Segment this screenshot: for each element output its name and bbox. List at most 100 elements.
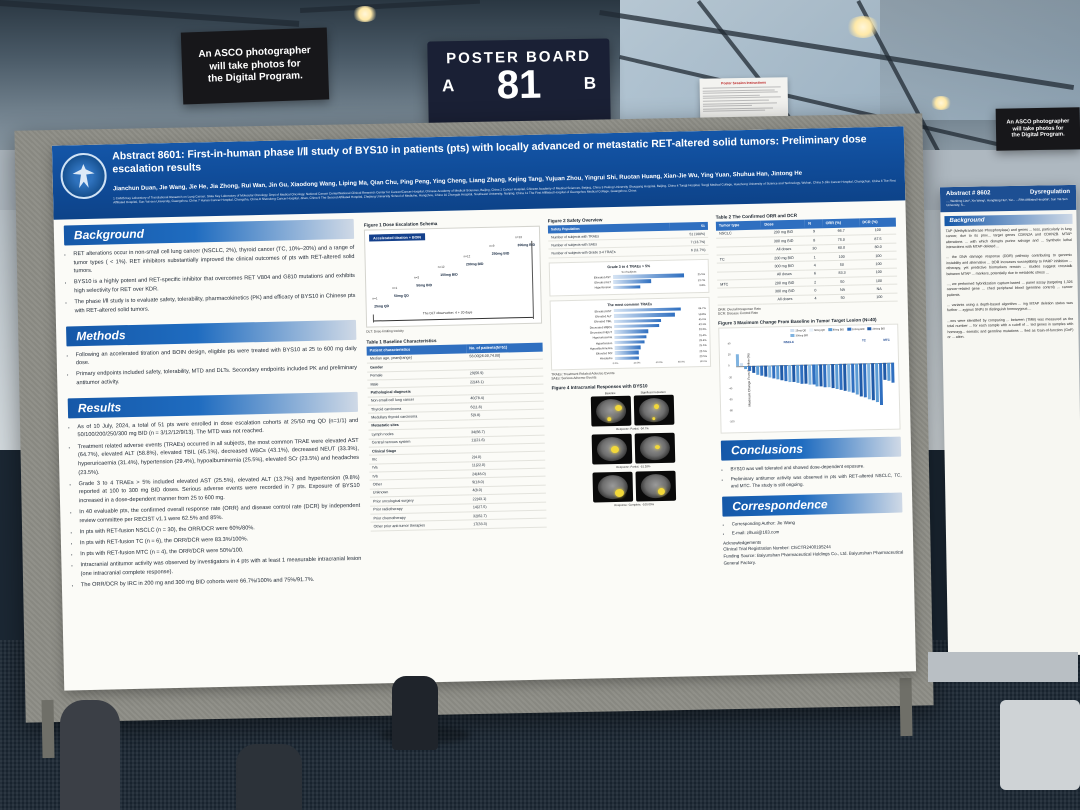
poster-board-leg-right <box>899 678 912 736</box>
person-silhouette <box>236 744 302 810</box>
table2-footnote: ORR: Overall Response Rate DCR: Disease … <box>718 304 898 316</box>
waterfall-bar <box>827 365 831 388</box>
bar-value: 64.7% <box>697 307 706 310</box>
conference-hall-photo: An ASCO photographer will take photos fo… <box>0 0 1080 810</box>
waterfall-bar <box>780 366 783 381</box>
waterfall-bar <box>800 365 803 383</box>
poster-board-number-sign: POSTER BOARD A 81 B <box>427 38 610 125</box>
conclusions-bullet: Preliminary antitumor activity was obser… <box>731 471 902 489</box>
bar <box>614 308 681 313</box>
waterfall-bar <box>772 366 775 379</box>
figure1-step-dose: 250mg BID <box>487 251 513 256</box>
bar <box>614 335 647 339</box>
figure1-step-n: n=12 <box>463 254 470 258</box>
figure4-mri-row <box>553 470 714 504</box>
figure3-group-label: TC <box>862 338 866 342</box>
figure4-patient-block: Response: Complete, -100.00% <box>553 470 714 510</box>
bar-value: 29.4% <box>698 339 707 342</box>
section-heading-methods: Methods <box>66 319 356 346</box>
scientific-poster: Abstract 8601: First-in-human phase Ⅰ/Ⅱ … <box>52 126 916 690</box>
bar-value: 58.8% <box>697 312 706 315</box>
ceiling-light <box>352 6 378 22</box>
legend-entry: 50mg QD <box>809 328 825 332</box>
figure1-step-n: n=9 <box>489 244 494 248</box>
brain-mri-image <box>634 432 675 463</box>
figure1-step-dose: 300mg BID <box>513 243 539 248</box>
bar <box>613 285 641 289</box>
figure4-mri-row <box>553 432 714 466</box>
y-tick-label: -40 <box>729 387 733 390</box>
neighbour-abstract-id: Abstract # 8602 <box>946 190 990 197</box>
poster-column-figure1-table1: Figure 1 Dose Escalation Schema Accelera… <box>364 215 547 532</box>
neighbour-section-text: ...ons were identified by comparing ... … <box>942 317 1078 341</box>
x-tick-label: 80.0% <box>700 360 707 363</box>
legend-entry: 200mg BID <box>867 327 885 331</box>
tumor-lesion-marker <box>653 404 658 409</box>
y-tick-label: -80 <box>729 409 733 412</box>
brain-scan <box>640 474 671 499</box>
waterfall-bar <box>760 366 763 376</box>
asco-photographer-sign: An ASCO photographer will take photos fo… <box>181 27 329 104</box>
brain-mri-image <box>590 395 631 426</box>
waterfall-bar <box>883 363 886 380</box>
legend-entry: 25mg QD <box>790 329 806 333</box>
poster-column-figure2-figure4: Figure 2 Safety Overview Safety Populati… <box>548 211 715 509</box>
results-bullet: Grade 3 to 4 TRAEs > 5% included elevate… <box>79 473 361 505</box>
waterfall-bar <box>816 365 819 386</box>
table1-baseline-characteristics: Patient characteristics No. of patients(… <box>367 343 547 532</box>
y-tick-label: 0 <box>728 365 730 368</box>
waterfall-bar <box>812 365 815 385</box>
bar-value: 23.5% <box>698 350 707 353</box>
y-tick-label: 40 <box>728 343 731 346</box>
results-bullet: Treatment related adverse events (TRAEs)… <box>78 436 360 477</box>
neighbour-authors: ..., Wenfeng Liao², Xin Wang¹, Hongliang… <box>946 198 1070 208</box>
table2-cell-dcr: 100 <box>861 293 898 302</box>
table1-body: Median age, years[range]58.00[26.00,74.0… <box>367 351 547 530</box>
figure1-dlt-note: The DLT observation: 4 + 20 days <box>423 310 473 315</box>
safety-table-body: Number of subjects with TRAEs51 (100%)Nu… <box>548 230 709 258</box>
waterfall-bar <box>831 364 835 388</box>
waterfall-bar <box>740 363 743 366</box>
background-content: RET alterations occur in non-small cell … <box>64 244 355 316</box>
waterfall-bar <box>887 363 890 381</box>
bar <box>614 319 661 323</box>
bar-label: Hypertension <box>553 285 613 290</box>
safety-row-value: 6 (11.7%) <box>671 246 709 255</box>
table2-confirmed-orr-dcr: Tumor typeDoseNORR (%)DCR (%) NSCLC200 m… <box>716 218 898 306</box>
y-tick-label: -20 <box>728 376 732 379</box>
section-heading-conclusions: Conclusions <box>721 437 901 461</box>
neighbour-section-text: ... the DNA damage response (DDR) pathwa… <box>941 253 1077 277</box>
bar-value: 45.1% <box>697 318 706 321</box>
tumor-lesion-marker <box>652 417 655 420</box>
figure4-patient-block: Response: Partial, -34.7% <box>552 394 713 434</box>
waterfall-bar <box>756 366 759 374</box>
poster-board-number: 81 <box>496 66 541 105</box>
section-heading-results: Results <box>68 392 358 419</box>
brain-mri-image <box>635 470 676 501</box>
table2-body: NSCLC200 mg BID966.7100300 mg BID875.087… <box>716 226 898 305</box>
bar-value: 9.8% <box>698 284 705 287</box>
tumor-lesion-marker <box>611 446 619 453</box>
waterfall-bar <box>891 363 894 383</box>
results-content: As of 10 July, 2024, a total of 51 pts w… <box>68 417 362 591</box>
bar <box>614 313 675 318</box>
brain-mri-image <box>591 433 632 464</box>
waterfall-bar <box>752 366 755 373</box>
poster-column-text: Background RET alterations occur in non-… <box>64 219 362 593</box>
figure1-step-n: n=12 <box>438 265 445 269</box>
waterfall-bar <box>748 366 751 371</box>
background-bullet: RET alterations occur in non-small cell … <box>73 244 355 276</box>
table2-cell-tumor <box>718 296 764 305</box>
bar-value: 25.5% <box>696 273 705 276</box>
figure4-intracranial-responses: Baseline Significant reduction Response:… <box>552 389 715 510</box>
bar <box>615 356 640 360</box>
figure1-step-n: n=1 <box>392 286 397 290</box>
table1-value-cell: 17(33.3) <box>470 518 547 528</box>
waterfall-bar <box>820 365 823 387</box>
waterfall-bar <box>736 354 739 366</box>
common-traes-bar-rows: Elevated AST64.7%Elevated ALT58.8%Elevat… <box>554 307 707 362</box>
bar <box>614 329 649 333</box>
figure1-step-dose: 25mg QD <box>371 304 393 309</box>
bar-value: 33.3% <box>697 328 706 331</box>
asco-photographer-sign-right: An ASCO photographer will take photos fo… <box>996 107 1080 150</box>
